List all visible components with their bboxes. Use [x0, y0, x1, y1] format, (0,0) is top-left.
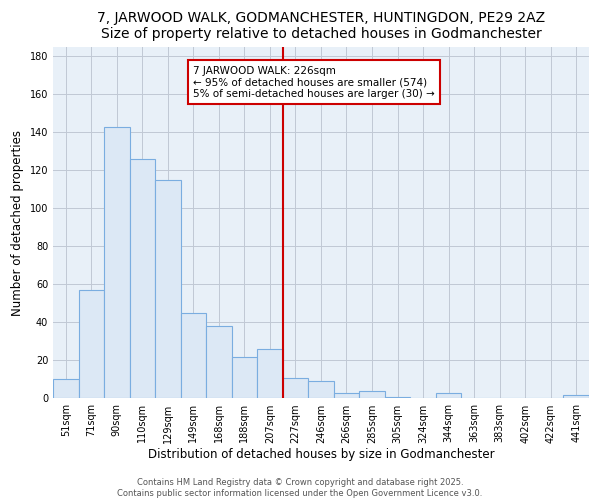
Bar: [283, 378, 308, 398]
Y-axis label: Number of detached properties: Number of detached properties: [11, 130, 24, 316]
Bar: [181, 313, 206, 398]
Bar: [436, 393, 461, 398]
Bar: [53, 380, 79, 398]
Title: 7, JARWOOD WALK, GODMANCHESTER, HUNTINGDON, PE29 2AZ
Size of property relative t: 7, JARWOOD WALK, GODMANCHESTER, HUNTINGD…: [97, 11, 545, 42]
Bar: [563, 394, 589, 398]
Bar: [206, 326, 232, 398]
Bar: [308, 382, 334, 398]
Bar: [359, 391, 385, 398]
Bar: [130, 159, 155, 398]
Bar: [334, 393, 359, 398]
Bar: [104, 126, 130, 398]
Bar: [232, 356, 257, 399]
Bar: [257, 349, 283, 399]
Bar: [385, 396, 410, 398]
Text: Contains HM Land Registry data © Crown copyright and database right 2025.
Contai: Contains HM Land Registry data © Crown c…: [118, 478, 482, 498]
Text: 7 JARWOOD WALK: 226sqm
← 95% of detached houses are smaller (574)
5% of semi-det: 7 JARWOOD WALK: 226sqm ← 95% of detached…: [193, 66, 435, 99]
Bar: [79, 290, 104, 399]
X-axis label: Distribution of detached houses by size in Godmanchester: Distribution of detached houses by size …: [148, 448, 494, 462]
Bar: [155, 180, 181, 398]
